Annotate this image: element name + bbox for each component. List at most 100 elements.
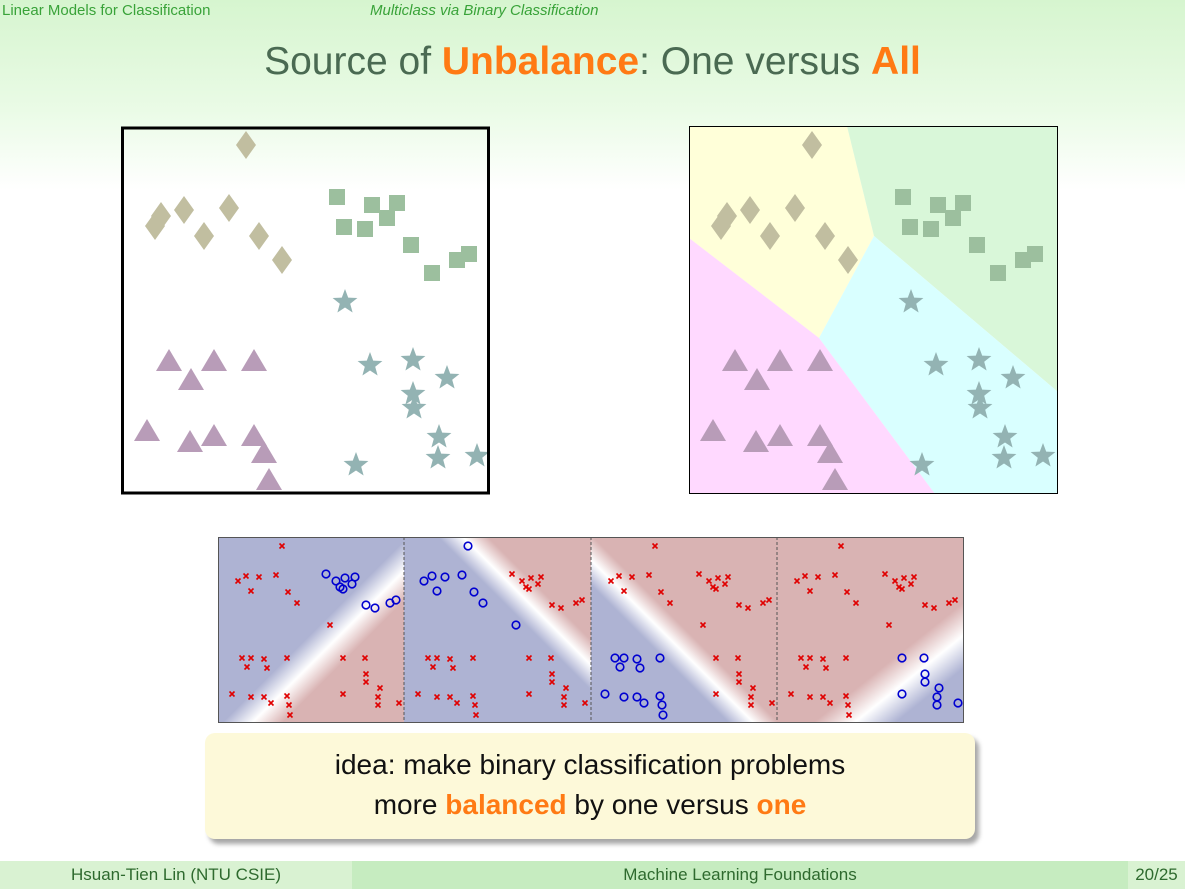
circle-point	[897, 653, 907, 663]
cross-point	[449, 664, 457, 672]
cross-point	[852, 599, 860, 607]
star-point	[966, 381, 992, 405]
cross-point	[826, 699, 834, 707]
cross-point	[508, 570, 516, 578]
cross-point	[759, 599, 767, 607]
cross-point	[374, 701, 382, 709]
cross-point	[819, 655, 827, 663]
cross-point	[712, 690, 720, 698]
cross-point	[429, 663, 437, 671]
cross-point	[260, 655, 268, 663]
panel-2-bg	[404, 537, 591, 723]
triangle-point	[743, 430, 769, 452]
diamond-point	[740, 196, 760, 224]
square-point	[945, 210, 961, 226]
cross-point	[560, 701, 568, 709]
circle-point	[934, 683, 944, 693]
cross-point	[695, 570, 703, 578]
cross-point	[414, 690, 422, 698]
star-point	[464, 443, 490, 467]
cross-point	[525, 690, 533, 698]
circle-point	[511, 620, 521, 630]
circle-point	[427, 571, 437, 581]
diamond-point	[815, 222, 835, 250]
triangle-point	[767, 424, 793, 446]
circle-point	[432, 586, 442, 596]
triangle-point	[201, 424, 227, 446]
cross-point	[735, 678, 743, 686]
cross-point	[734, 654, 742, 662]
circle-point	[478, 598, 488, 608]
cross-point	[615, 572, 623, 580]
cross-point	[548, 670, 556, 678]
circle-point	[610, 653, 620, 663]
cross-point	[522, 583, 530, 591]
cross-point	[534, 580, 542, 588]
cross-point	[714, 574, 722, 582]
star-point	[400, 381, 426, 405]
square-point	[357, 221, 373, 237]
nav-section-title[interactable]: Linear Models for Classification	[2, 2, 211, 19]
cross-point	[749, 684, 757, 692]
cross-point	[547, 654, 555, 662]
cross-point	[339, 654, 347, 662]
circle-point	[658, 710, 668, 720]
binary-panels	[218, 537, 964, 723]
title-highlight-all: All	[871, 40, 921, 83]
panel-3-bg	[591, 537, 777, 723]
callout-line-1: idea: make binary classification problem…	[334, 749, 846, 780]
cross-point	[424, 654, 432, 662]
cross-point	[910, 573, 918, 581]
diamond-point	[219, 194, 239, 222]
triangle-point	[722, 349, 748, 371]
cross-point	[247, 693, 255, 701]
cross-point	[744, 604, 752, 612]
cross-point	[527, 574, 535, 582]
diamond-point	[760, 222, 780, 250]
cross-point	[548, 601, 556, 609]
triangle-point	[807, 349, 833, 371]
cross-point	[326, 621, 334, 629]
triangle-point	[178, 368, 204, 390]
cross-point	[844, 701, 852, 709]
cross-point	[247, 587, 255, 595]
circle-point	[370, 603, 380, 613]
nav-subsection-title[interactable]: Multiclass via Binary Classification	[370, 2, 599, 19]
circle-point	[335, 582, 345, 592]
star-point	[967, 395, 993, 419]
triangle-point	[767, 349, 793, 371]
star-point	[1000, 365, 1026, 389]
triangle-point	[241, 424, 267, 446]
cross-point	[572, 599, 580, 607]
callout-highlight-balanced: balanced	[445, 789, 567, 820]
square-point	[364, 197, 380, 213]
cross-point	[900, 574, 908, 582]
circle-point	[463, 541, 473, 551]
cross-point	[286, 711, 294, 719]
title-part2: : One versus	[639, 40, 872, 83]
cross-point	[469, 654, 477, 662]
cross-point	[765, 596, 773, 604]
cross-point	[735, 601, 743, 609]
cross-point	[628, 573, 636, 581]
panel-4-bg	[777, 537, 964, 723]
cross-point	[802, 663, 810, 671]
diamond-point	[272, 246, 292, 274]
cross-point	[243, 663, 251, 671]
header-bar: Linear Models for Classification Multicl…	[0, 0, 1185, 22]
cross-point	[657, 588, 665, 596]
cross-point	[801, 572, 809, 580]
footer-page-number[interactable]: 20/25	[1128, 861, 1185, 889]
cross-point	[548, 678, 556, 686]
cross-point	[234, 577, 242, 585]
diamond-point	[151, 202, 171, 230]
circle-point	[655, 653, 665, 663]
square-point	[461, 246, 477, 262]
cross-point	[562, 684, 570, 692]
circle-point	[391, 595, 401, 605]
circle-point	[639, 698, 649, 708]
circle-point	[361, 600, 371, 610]
cross-point	[891, 577, 899, 585]
cross-point	[814, 573, 822, 581]
circle-point	[953, 698, 963, 708]
